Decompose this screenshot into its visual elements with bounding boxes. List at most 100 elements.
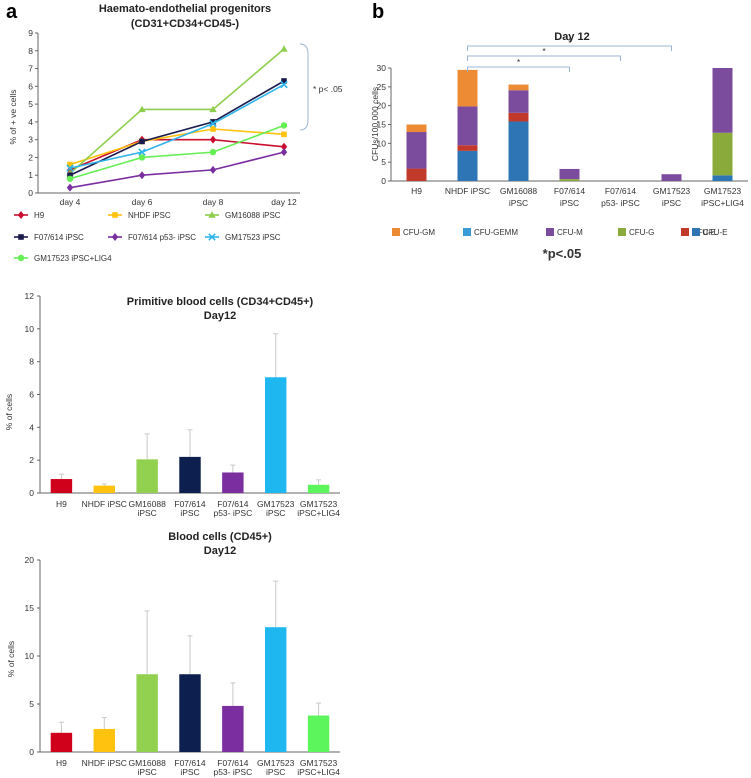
legend-label: F07/614 iPSC	[34, 233, 84, 242]
data-point	[280, 80, 288, 89]
y-tick-label: 25	[377, 82, 387, 92]
data-point	[280, 148, 288, 157]
y-tick-label: 3	[28, 135, 33, 145]
legend-label: F07/614 p53- iPSC	[128, 233, 196, 242]
legend-swatch-marker	[17, 254, 25, 262]
line-chart-title: Haemato-endothelial progenitors	[99, 3, 271, 15]
stacked-bar-segment	[457, 145, 478, 151]
legend-swatch-marker	[208, 233, 216, 241]
legend-label: CFU-GEMM	[474, 228, 518, 237]
y-tick-label: 2	[29, 455, 34, 465]
x-tick-label: F07/614 p53- iPSC	[213, 499, 252, 518]
x-tick-label: GM17523 iPSC	[257, 499, 295, 518]
y-tick-label: 4	[28, 117, 33, 127]
bar	[93, 728, 115, 752]
y-tick-label: 5	[381, 157, 386, 167]
series-line	[69, 151, 285, 189]
blood-chart-subtitle: Day12	[204, 545, 236, 557]
data-point	[209, 105, 217, 113]
legend-item: CFU-M	[546, 228, 583, 237]
stacked-bar-segment	[508, 90, 529, 113]
data-point	[209, 148, 217, 156]
x-tick-label: F07/614 p53- iPSC	[601, 186, 640, 208]
series-line	[69, 83, 285, 169]
data-point	[66, 175, 74, 182]
x-tick-label: H9	[411, 186, 422, 196]
y-tick-label: 10	[377, 138, 387, 148]
x-tick-label: GM17523 iPSC	[653, 186, 691, 208]
stacked-bar-segment	[457, 106, 478, 146]
blood-chart-title: Blood cells (CD45+)	[168, 531, 272, 543]
primitive-chart-ylabel: % of cells	[4, 394, 14, 430]
stacked-bar-segment	[559, 168, 580, 180]
bar	[265, 627, 287, 752]
legend-swatch	[681, 228, 689, 236]
x-tick-label: F07/614 iPSC	[174, 758, 205, 777]
y-tick-label: 5	[28, 99, 33, 109]
data-point	[209, 119, 217, 128]
stacked-chart-title: Day 12	[554, 31, 589, 43]
significance-bracket	[467, 55, 621, 61]
x-tick-label: F07/614 iPSC	[174, 499, 205, 518]
stacked-bar-segment	[712, 68, 733, 133]
y-tick-label: 7	[28, 64, 33, 74]
panel-label-b: b	[372, 1, 384, 23]
x-tick-label: F07/614 p53- iPSC	[213, 758, 252, 777]
data-point	[280, 122, 288, 129]
y-tick-label: 30	[377, 63, 387, 73]
legend-label: CFU-M	[557, 228, 583, 237]
legend-swatch-marker	[208, 211, 216, 218]
y-tick-label: 2	[28, 152, 33, 162]
legend-item: GM17523 iPSC	[205, 233, 281, 242]
bar	[222, 705, 244, 752]
y-tick-label: 0	[29, 488, 34, 498]
stacked-bar-segment	[508, 84, 529, 91]
y-tick-label: 15	[25, 603, 35, 613]
data-point	[67, 172, 73, 179]
x-tick-label: day 6	[132, 197, 153, 207]
legend-label: BFU-E	[692, 228, 716, 237]
data-point	[66, 183, 74, 192]
x-tick-label: GM17523 iPSC+LIG4	[297, 499, 340, 518]
stacked-bar-segment	[712, 175, 733, 181]
primitive-chart-title: Primitive blood cells (CD34+CD45+)	[127, 296, 314, 308]
y-tick-label: 4	[29, 422, 34, 432]
data-point	[209, 165, 217, 174]
series-line	[69, 124, 285, 180]
significance-bracket	[467, 45, 672, 51]
stacked-bar-segment	[508, 121, 529, 181]
stacked-bar-segment	[508, 112, 529, 122]
bar	[50, 479, 73, 493]
stacked-bar-segment	[661, 174, 682, 181]
primitive-chart-subtitle: Day12	[204, 310, 236, 322]
significance-bracket	[467, 66, 570, 72]
significance-bracket	[299, 43, 309, 131]
bar	[179, 674, 201, 752]
legend-label: GM16088 iPSC	[225, 211, 281, 220]
data-point	[66, 164, 74, 172]
legend-label: CFU-G	[629, 228, 654, 237]
primitive-bar-chart: 0 2 4 6 8 10 12 H9 NHDF iPSC GM16088 iPSC F07/614 iP…	[25, 291, 341, 518]
x-tick-label: NHDF iPSC	[82, 758, 127, 768]
legend-item: H9	[14, 211, 45, 220]
legend-swatch	[546, 228, 554, 236]
data-point	[280, 45, 288, 52]
y-tick-label: 20	[377, 101, 387, 111]
x-tick-label: H9	[56, 499, 67, 509]
stacked-bar-segment	[559, 179, 580, 181]
legend-item: GM16088 iPSC	[205, 211, 281, 220]
series-line	[69, 48, 285, 175]
legend-item: NHDF iPSC	[108, 211, 171, 220]
legend-item: F07/614 iPSC	[14, 233, 84, 242]
legend-item: CFU-GM	[392, 228, 435, 237]
legend-swatch	[463, 228, 471, 236]
bar	[136, 459, 158, 493]
y-tick-label: 10	[25, 651, 35, 661]
y-tick-label: 0	[381, 176, 386, 186]
data-point	[281, 131, 287, 138]
legend-item: CFU-E	[692, 228, 727, 237]
y-tick-label: 8	[29, 357, 34, 367]
bar	[50, 732, 73, 752]
data-point	[209, 135, 217, 144]
